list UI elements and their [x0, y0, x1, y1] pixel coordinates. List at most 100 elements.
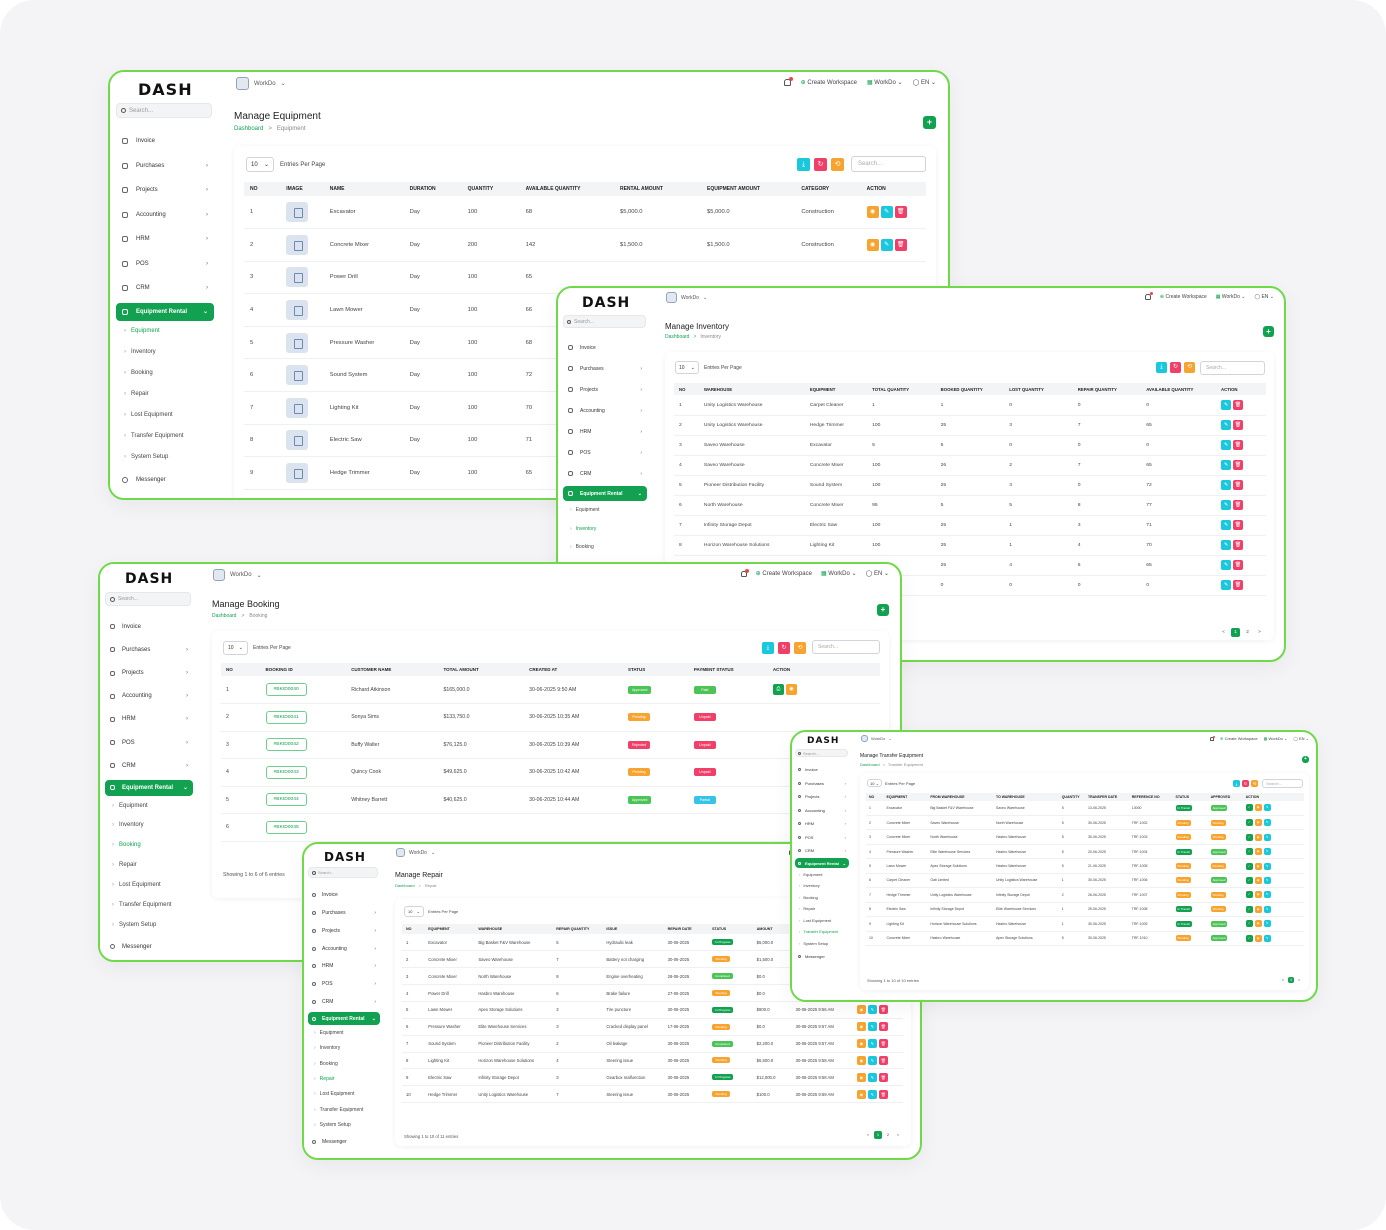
edit-icon[interactable]: ✎ [867, 1089, 877, 1099]
edit-icon[interactable]: ✎ [1221, 500, 1232, 511]
sidebar-subitem-booking[interactable]: › Booking [563, 538, 647, 556]
workspace-menu[interactable]: ▦ WorkDo ⌄ [867, 79, 903, 86]
delete-icon[interactable]: 🗑 [1233, 460, 1244, 471]
view-icon[interactable]: ◉ [1254, 876, 1262, 884]
edit-icon[interactable]: ✎ [1221, 540, 1232, 551]
delete-icon[interactable]: 🗑 [878, 1072, 888, 1082]
sidebar-item-crm[interactable]: CRM › [105, 754, 193, 777]
sidebar-item-pos[interactable]: POS › [563, 442, 647, 463]
delete-icon[interactable]: 🗑 [878, 1022, 888, 1032]
workspace-switcher[interactable]: WorkDo ⌄ [666, 292, 707, 303]
sidebar-subitem-transfer[interactable]: › Transfer Equipment [116, 426, 214, 447]
sidebar-subitem-inventory[interactable]: › Inventory [105, 816, 193, 836]
sidebar-item-hrm[interactable]: HRM › [795, 817, 849, 830]
sidebar-subitem-repair[interactable]: › Repair [105, 855, 193, 875]
create-workspace-button[interactable]: ⊕ Create Workspace [756, 570, 812, 577]
sidebar-search-input[interactable]: Search... [116, 103, 212, 118]
sidebar-item-crm[interactable]: CRM › [308, 993, 380, 1011]
sidebar-item-purchases[interactable]: Purchases › [105, 638, 193, 661]
edit-icon[interactable]: ✎ [867, 1055, 877, 1065]
entries-select[interactable]: 10 ⌄ [223, 641, 248, 655]
sidebar-subitem-transfer[interactable]: › Transfer Equipment [308, 1102, 380, 1117]
delete-icon[interactable]: 🗑 [894, 238, 907, 251]
view-icon[interactable]: ◉ [1254, 905, 1262, 913]
sidebar-item-equipment-rental[interactable]: Equipment Rental ⌄ [308, 1012, 380, 1026]
page-button[interactable]: < [1281, 977, 1285, 982]
booking-id-link[interactable]: #BKID0045 [265, 820, 307, 834]
language-selector[interactable]: ◯ EN ⌄ [1293, 736, 1309, 741]
page-button[interactable]: 2 [1246, 630, 1249, 635]
delete-icon[interactable]: 🗑 [878, 1089, 888, 1099]
view-icon[interactable]: ◉ [1254, 804, 1262, 812]
sidebar-item-hrm[interactable]: HRM › [116, 227, 214, 252]
bell-icon[interactable] [1210, 735, 1216, 741]
sidebar-subitem-repair[interactable]: › Repair [116, 384, 214, 405]
entries-select[interactable]: 10 ⌄ [675, 361, 699, 374]
sidebar-item-hrm[interactable]: HRM › [308, 958, 380, 976]
sidebar-search-input[interactable]: Search... [105, 592, 191, 606]
view-icon[interactable]: ◉ [1254, 891, 1262, 899]
sidebar-subitem-lost[interactable]: › Lost Equipment [116, 405, 214, 426]
workspace-menu[interactable]: ▦ WorkDo ⌄ [1264, 736, 1288, 741]
edit-icon[interactable]: ✎ [867, 1005, 877, 1015]
sidebar-item-crm[interactable]: CRM › [795, 844, 849, 857]
edit-icon[interactable]: ✎ [1221, 560, 1232, 571]
sidebar-search-input[interactable]: Search... [308, 867, 378, 878]
view-icon[interactable]: ◉ [785, 684, 797, 696]
delete-icon[interactable]: 🗑 [1233, 440, 1244, 451]
sidebar-subitem-equipment[interactable]: › Equipment [308, 1025, 380, 1040]
sidebar-item-equipment-rental[interactable]: Equipment Rental ⌄ [795, 858, 849, 869]
edit-icon[interactable]: ✎ [1221, 399, 1232, 410]
refresh-icon[interactable]: ↻ [1242, 780, 1249, 787]
sidebar-subitem-inventory[interactable]: › Inventory [116, 342, 214, 363]
sidebar-item-projects[interactable]: Projects › [105, 661, 193, 684]
approve-icon[interactable]: ✓ [1245, 804, 1253, 812]
delete-icon[interactable]: 🗑 [894, 206, 907, 219]
sidebar-subitem-booking[interactable]: › Booking [105, 835, 193, 855]
language-selector[interactable]: ◯ EN ⌄ [913, 79, 936, 86]
sidebar-item-accounting[interactable]: Accounting › [795, 803, 849, 816]
sidebar-item-purchases[interactable]: Purchases › [563, 358, 647, 379]
view-icon[interactable]: ◉ [856, 1005, 866, 1015]
edit-icon[interactable]: ✎ [1263, 819, 1271, 827]
approve-icon[interactable]: ✓ [1245, 934, 1253, 942]
page-button[interactable]: 1 [1231, 628, 1240, 637]
edit-icon[interactable]: ✎ [1221, 420, 1232, 431]
view-icon[interactable]: ◉ [866, 206, 879, 219]
sidebar-item-messenger[interactable]: Messenger [105, 935, 193, 958]
edit-icon[interactable]: ✎ [1263, 833, 1271, 841]
view-icon[interactable]: ◉ [866, 238, 879, 251]
page-button[interactable]: > [1258, 630, 1261, 635]
approve-icon[interactable]: ✓ [1245, 833, 1253, 841]
reset-icon[interactable]: ⟲ [1184, 362, 1195, 373]
workspace-switcher[interactable]: WorkDo ⌄ [861, 735, 892, 742]
add-button[interactable]: + [877, 604, 889, 616]
sidebar-search-input[interactable]: Search... [795, 749, 848, 757]
booking-id-link[interactable]: #BKID0040 [265, 683, 307, 697]
bell-icon[interactable] [1144, 292, 1153, 300]
page-button[interactable]: < [866, 1132, 870, 1137]
table-search-input[interactable]: Search... [812, 640, 880, 654]
booking-id-link[interactable]: #BKID0044 [265, 793, 307, 807]
approve-icon[interactable]: ✓ [1245, 819, 1253, 827]
sidebar-item-invoice[interactable]: Invoice [105, 615, 193, 638]
sidebar-item-invoice[interactable]: Invoice [795, 763, 849, 776]
delete-icon[interactable]: 🗑 [1233, 480, 1244, 491]
sidebar-subitem-inventory[interactable]: › Inventory [795, 880, 849, 892]
view-icon[interactable]: ◉ [856, 1055, 866, 1065]
sidebar-item-crm[interactable]: CRM › [116, 276, 214, 301]
edit-icon[interactable]: ✎ [1263, 862, 1271, 870]
edit-icon[interactable]: ✎ [1263, 905, 1271, 913]
workspace-menu[interactable]: ▦ WorkDo ⌄ [1216, 294, 1246, 300]
delete-icon[interactable]: 🗑 [1233, 580, 1244, 591]
edit-icon[interactable]: ✎ [867, 1039, 877, 1049]
page-button[interactable]: 1 [1288, 977, 1294, 983]
approve-icon[interactable]: ✓ [1245, 862, 1253, 870]
print-icon[interactable]: ⎙ [772, 684, 784, 696]
sidebar-item-pos[interactable]: POS › [105, 731, 193, 754]
breadcrumb-dashboard[interactable]: Dashboard [234, 126, 264, 132]
sidebar-item-purchases[interactable]: Purchases › [308, 904, 380, 922]
sidebar-subitem-equipment[interactable]: › Equipment [795, 868, 849, 880]
add-button[interactable]: + [1263, 326, 1274, 337]
sidebar-subitem-booking[interactable]: › Booking [116, 363, 214, 384]
